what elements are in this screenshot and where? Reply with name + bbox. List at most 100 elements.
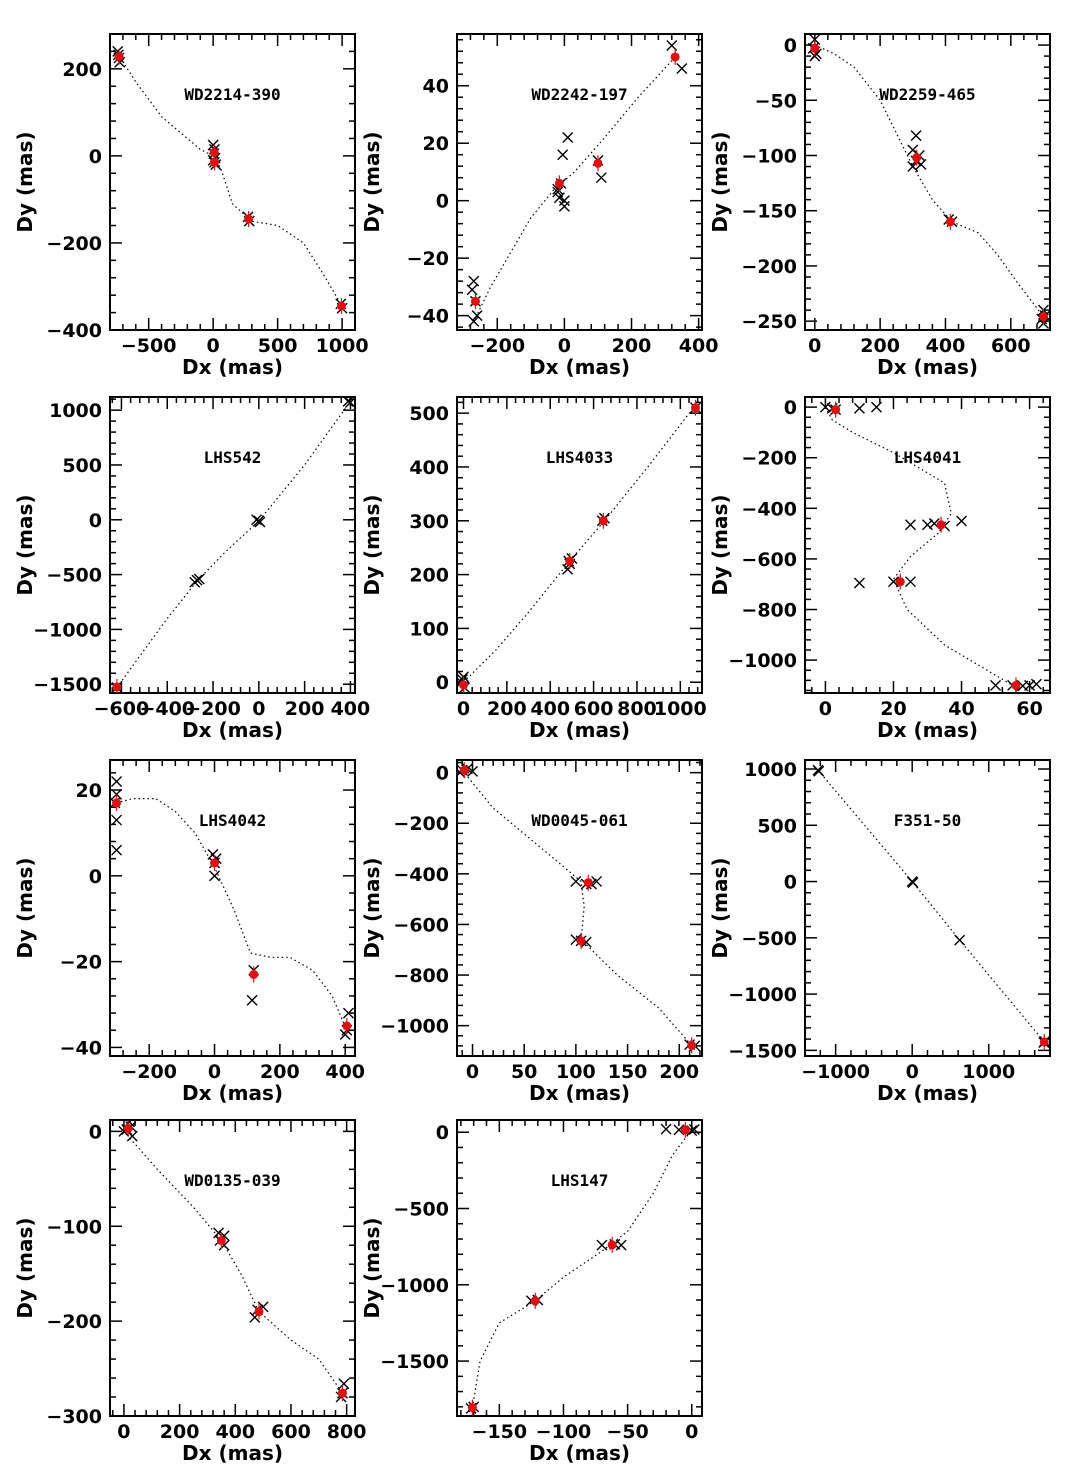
x-axis-title: Dx (mas) bbox=[529, 1441, 630, 1465]
x-tick-label: 0 bbox=[906, 1061, 919, 1083]
plot-area bbox=[807, 34, 1050, 329]
observation-cross bbox=[562, 131, 574, 143]
observation-cross bbox=[342, 1007, 354, 1019]
mean-point bbox=[112, 682, 122, 692]
x-tick-label: 1000 bbox=[962, 1061, 1015, 1083]
plot-frame bbox=[804, 396, 1051, 694]
plot-frame bbox=[109, 33, 356, 331]
x-tick-label: 0 bbox=[558, 335, 571, 357]
mean-point bbox=[810, 43, 820, 53]
y-tick-label: −400 bbox=[741, 498, 797, 520]
panel: −600−400−200 0 200 400 −1500 −1000 −500 0 500 100… bbox=[13, 396, 370, 742]
mean-point bbox=[912, 153, 922, 163]
observation-cross bbox=[111, 788, 123, 800]
y-tick-label: −600 bbox=[393, 914, 449, 936]
x-tick-label: 400 bbox=[331, 698, 371, 720]
panel: 0 50 100 150 200 −1000 −800 −600 −400 −200 0 Dx (ma… bbox=[360, 759, 703, 1105]
observation-cross bbox=[907, 877, 919, 889]
y-tick-label: 0 bbox=[436, 1122, 449, 1144]
y-tick-label: −100 bbox=[46, 1216, 102, 1238]
y-axis-title: Dy (mas) bbox=[360, 1217, 384, 1318]
observation-cross bbox=[209, 870, 221, 882]
observation-cross bbox=[853, 402, 865, 414]
x-axis-title: Dx (mas) bbox=[877, 355, 978, 379]
y-axis-title: Dy (mas) bbox=[360, 857, 384, 958]
y-axis-title: Dy (mas) bbox=[708, 857, 732, 958]
x-tick-label: 400 bbox=[926, 335, 966, 357]
mean-point bbox=[1039, 1037, 1049, 1047]
x-tick-label: 600 bbox=[574, 698, 614, 720]
x-tick-label: 1000 bbox=[316, 335, 369, 357]
model-curve bbox=[463, 404, 696, 683]
x-tick-label: 0 bbox=[466, 1061, 479, 1083]
y-tick-label: −40 bbox=[60, 1037, 102, 1059]
observation-cross bbox=[910, 130, 922, 142]
mean-point bbox=[244, 214, 254, 224]
observation-cross bbox=[338, 1378, 350, 1390]
mean-point bbox=[690, 403, 700, 413]
y-tick-label: 1000 bbox=[49, 400, 102, 422]
observation-cross bbox=[853, 577, 865, 589]
mean-point bbox=[576, 936, 586, 946]
y-axis-title: Dy (mas) bbox=[13, 494, 37, 595]
x-axis-title: Dx (mas) bbox=[182, 1441, 283, 1465]
x-tick-label: 0 bbox=[252, 698, 265, 720]
observation-cross bbox=[870, 401, 882, 413]
panel-title: WD0135-039 bbox=[184, 1171, 280, 1190]
plot-frame bbox=[456, 33, 703, 331]
observation-cross bbox=[990, 679, 1002, 691]
y-tick-label: 0 bbox=[784, 35, 797, 57]
x-tick-label: 50 bbox=[511, 1061, 537, 1083]
x-tick-label: 500 bbox=[258, 335, 298, 357]
plot-frame bbox=[109, 1119, 356, 1417]
observation-cross bbox=[552, 186, 564, 198]
y-tick-label: 0 bbox=[89, 1121, 102, 1143]
y-tick-label: −1000 bbox=[728, 650, 797, 672]
y-tick-label: 0 bbox=[436, 763, 449, 785]
observation-cross bbox=[246, 994, 258, 1006]
observation-cross bbox=[471, 310, 483, 322]
mean-point bbox=[209, 147, 219, 157]
y-tick-label: −800 bbox=[393, 965, 449, 987]
y-tick-label: 500 bbox=[757, 815, 797, 837]
mean-point bbox=[459, 680, 469, 690]
panel-title: LHS4042 bbox=[199, 811, 266, 830]
panel-title: WD2214-390 bbox=[184, 85, 280, 104]
mean-point bbox=[598, 516, 608, 526]
mean-point bbox=[530, 1296, 540, 1306]
y-tick-label: −1500 bbox=[380, 1351, 449, 1373]
observation-cross bbox=[557, 149, 569, 161]
observation-cross bbox=[111, 814, 123, 826]
x-tick-label: 0 bbox=[457, 698, 470, 720]
mean-point bbox=[680, 1125, 690, 1135]
x-tick-label: 60 bbox=[1016, 698, 1042, 720]
panel-title: LHS542 bbox=[204, 448, 262, 467]
x-tick-label: 0 bbox=[208, 1061, 221, 1083]
panel-title: LHS4033 bbox=[546, 448, 613, 467]
x-tick-label: 800 bbox=[617, 698, 657, 720]
panel: −500 0 500 1000 −400 −200 0 200 Dx (mas) Dy (mas)… bbox=[13, 33, 369, 379]
x-axis-title: Dx (mas) bbox=[877, 718, 978, 742]
x-tick-label: 800 bbox=[327, 1421, 367, 1443]
x-tick-label: 400 bbox=[530, 698, 570, 720]
observation-cross bbox=[342, 397, 354, 407]
y-tick-label: 100 bbox=[409, 618, 449, 640]
x-axis-title: Dx (mas) bbox=[529, 355, 630, 379]
mean-point bbox=[249, 969, 259, 979]
observation-cross bbox=[676, 62, 688, 74]
y-axis-title: Dy (mas) bbox=[13, 857, 37, 958]
mean-point bbox=[254, 1307, 264, 1317]
y-tick-label: −1000 bbox=[33, 619, 102, 641]
observation-cross bbox=[596, 1239, 608, 1251]
mean-point bbox=[210, 858, 220, 868]
y-tick-label: 0 bbox=[89, 866, 102, 888]
observation-cross bbox=[251, 514, 263, 526]
x-tick-label: 600 bbox=[991, 335, 1031, 357]
observation-cross bbox=[904, 519, 916, 531]
y-tick-label: −1500 bbox=[728, 1040, 797, 1062]
observation-cross bbox=[813, 765, 825, 777]
mean-point bbox=[593, 158, 603, 168]
